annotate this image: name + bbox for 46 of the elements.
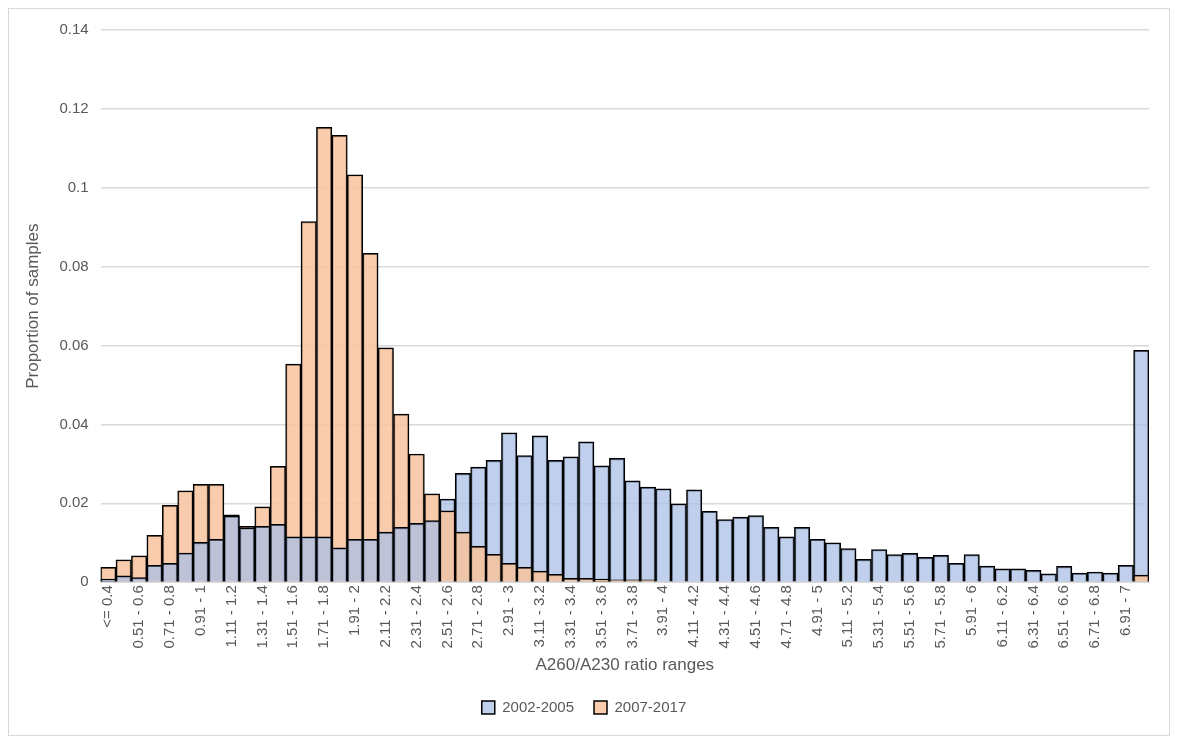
y-tick-label: 0.1	[67, 177, 89, 195]
x-tick-label: 2.51 - 2.6	[437, 585, 455, 649]
x-tick-label: 6.51 - 6.6	[1054, 585, 1072, 649]
x-tick-label: 5.31 - 5.4	[869, 585, 887, 649]
y-tick-label: 0.04	[59, 414, 89, 432]
x-tick-label: <= 0.4	[98, 585, 116, 628]
x-tick-label: 3.71 - 3.8	[622, 585, 640, 649]
x-tick-label: 5.51 - 5.6	[900, 585, 918, 649]
x-tick-label: 4.11 - 4.2	[684, 585, 702, 648]
x-tick-label: 1.71 - 1.8	[314, 585, 332, 649]
y-tick-label: 0	[80, 572, 89, 590]
x-tick-label: 6.71 - 6.8	[1085, 585, 1103, 649]
x-tick-label: 5.91 - 6	[961, 585, 979, 637]
x-axis-title: A260/A230 ratio ranges	[535, 655, 715, 675]
x-tick-label: 3.51 - 3.6	[591, 585, 609, 649]
x-tick-label: 2.91 - 3	[499, 585, 517, 637]
x-tick-label: 2.11 - 2.2	[375, 585, 393, 648]
x-tick-label: 5.11 - 5.2	[838, 585, 856, 648]
x-tick-label: 4.91 - 5	[807, 585, 825, 637]
x-tick-label: 3.91 - 4	[653, 585, 671, 637]
x-tick-label: 1.11 - 1.2	[221, 585, 239, 648]
x-tick-label: 1.91 - 2	[345, 585, 363, 637]
y-tick-label: 0.12	[59, 99, 89, 117]
x-tick-label: 2.31 - 2.4	[406, 585, 424, 649]
legend-label: 2007-2017	[614, 697, 687, 715]
y-tick-label: 0.08	[59, 256, 89, 274]
y-tick-label: 0.02	[59, 493, 89, 511]
x-tick-label: 1.51 - 1.6	[283, 585, 301, 649]
x-tick-label: 2.71 - 2.8	[468, 585, 486, 649]
x-tick-label: 4.31 - 4.4	[715, 585, 733, 649]
x-tick-label: 4.71 - 4.8	[776, 585, 794, 649]
x-tick-label: 1.31 - 1.4	[252, 585, 270, 649]
x-tick-label: 3.31 - 3.4	[560, 585, 578, 649]
x-tick-label: 6.31 - 6.4	[1023, 585, 1041, 649]
x-tick-label: 6.11 - 6.2	[992, 585, 1010, 648]
x-tick-label: 0.71 - 0.8	[160, 585, 178, 649]
legend-label: 2002-2005	[502, 697, 574, 715]
x-tick-label: 6.91 - 7	[1116, 585, 1134, 637]
y-tick-label: 0.06	[59, 335, 89, 353]
x-tick-label: 0.91 - 1	[190, 585, 208, 637]
y-axis-title: Proportion of samples	[22, 223, 42, 389]
x-tick-label: 0.51 - 0.6	[129, 585, 147, 649]
x-tick-label: 5.71 - 5.8	[931, 585, 948, 649]
x-tick-label: 3.11 - 3.2	[530, 585, 548, 648]
y-tick-label: 0.14	[59, 20, 89, 38]
x-tick-label: 4.51 - 4.6	[745, 585, 763, 649]
